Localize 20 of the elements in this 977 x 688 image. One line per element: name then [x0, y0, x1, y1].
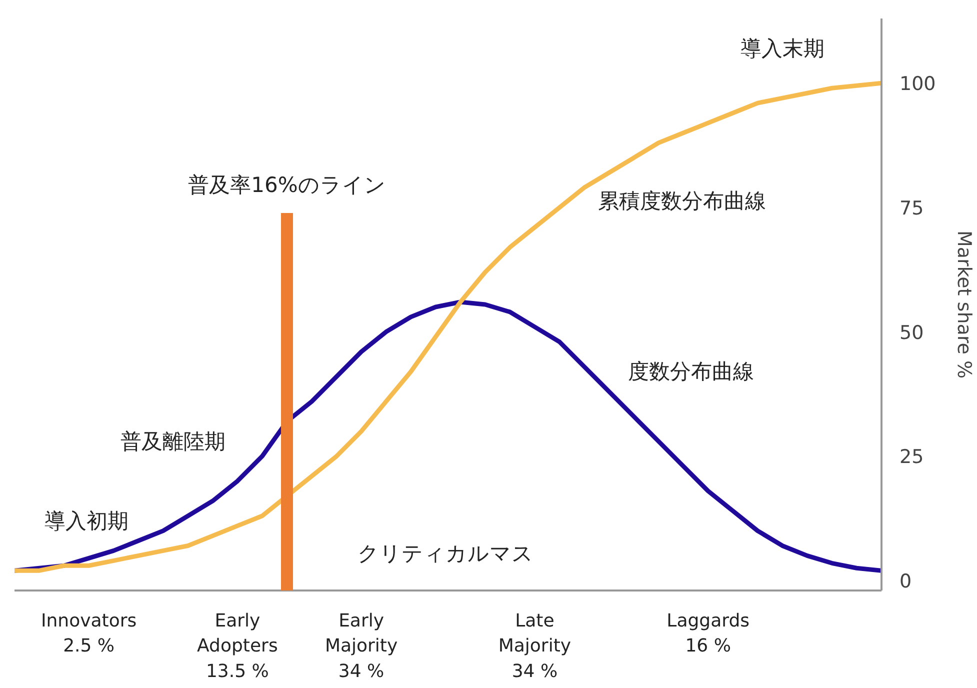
series-label: 累積度数分布曲線: [598, 188, 766, 213]
y-tick-label: 25: [900, 446, 924, 468]
y-axis-title: Market share %: [952, 230, 975, 379]
y-tick-label: 50: [900, 322, 924, 344]
series-label: 度数分布曲線: [628, 359, 754, 384]
line-series: [14, 80, 882, 573]
x-tick-label: Early Adopters 13.5 %: [197, 610, 278, 682]
annotation: 普及離陸期: [120, 429, 226, 454]
x-tick-label: Early Majority 34 %: [324, 610, 398, 682]
line-series: [14, 300, 882, 573]
y-tick-label: 0: [900, 570, 912, 593]
x-tick-label: Late Majority 34 %: [498, 610, 572, 682]
y-tick-label: 75: [900, 198, 924, 220]
y-tick-label: 100: [900, 73, 936, 96]
annotation: 導入初期: [44, 508, 128, 533]
x-tick-label: Laggards 16 %: [666, 610, 750, 657]
annotation: 導入末期: [740, 36, 824, 60]
x-tick-label: Innovators 2.5 %: [40, 610, 137, 657]
annotation: クリティカルマス: [358, 542, 534, 566]
text: 普及率16%のライン: [188, 172, 386, 197]
